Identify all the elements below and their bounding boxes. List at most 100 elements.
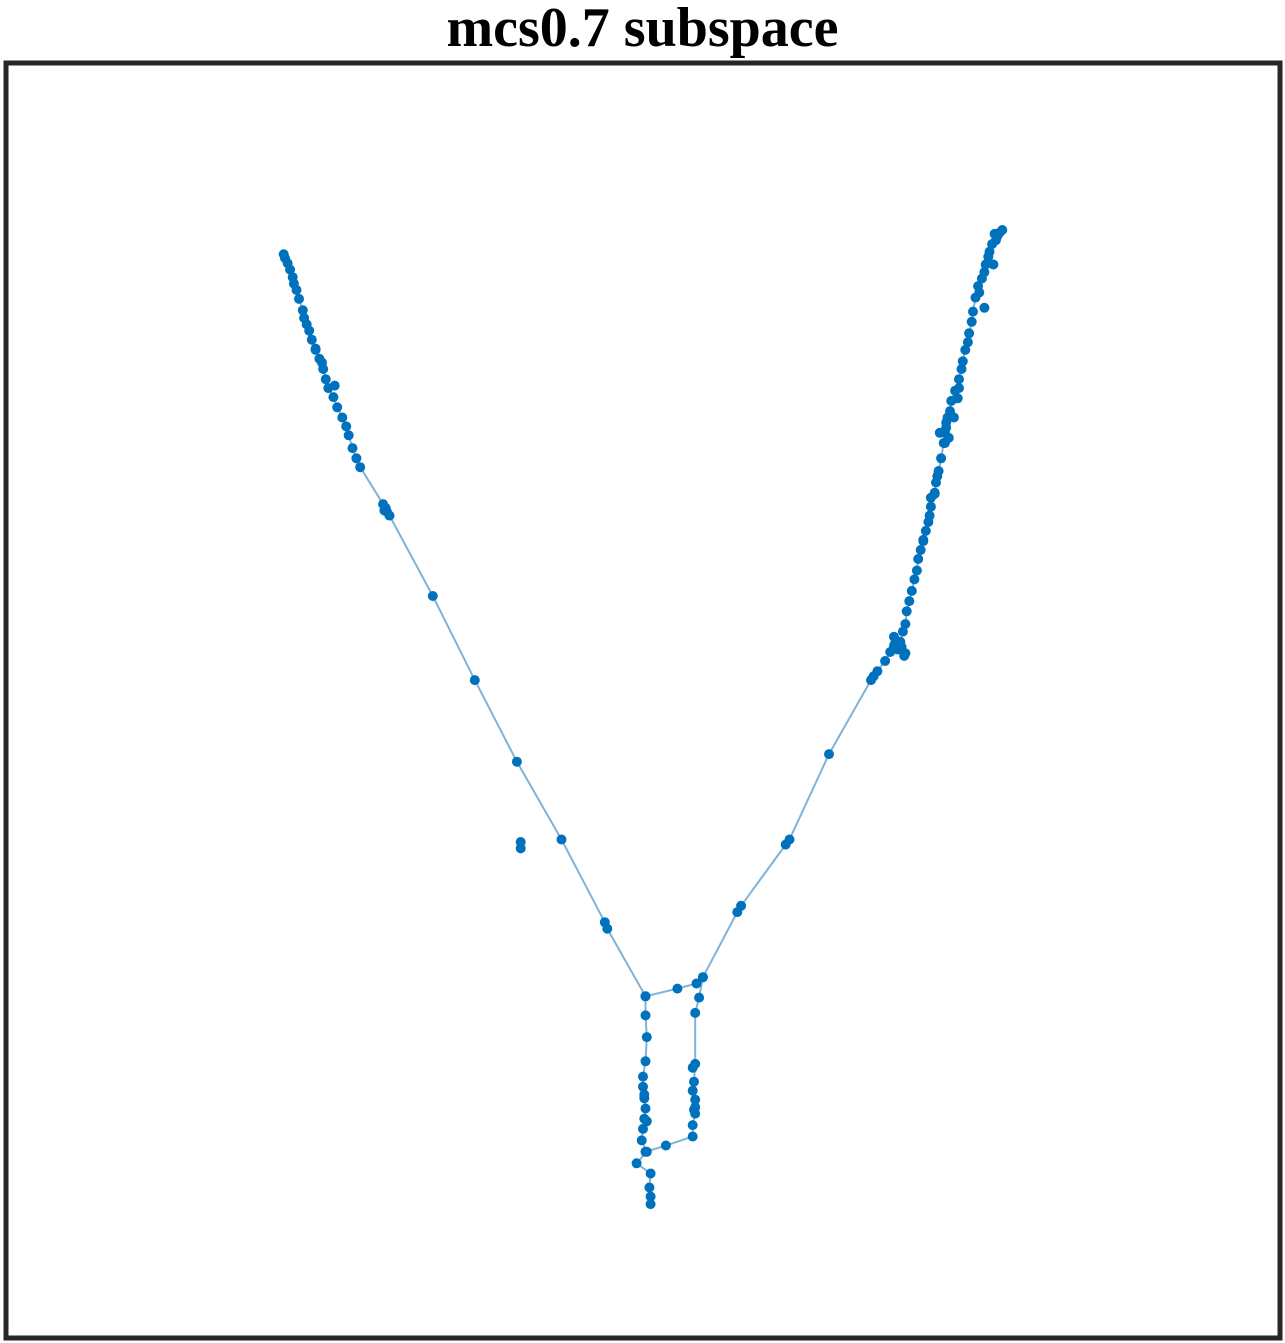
data-point [911, 565, 922, 576]
data-point [691, 978, 702, 989]
data-point [984, 246, 995, 257]
data-point [317, 357, 327, 368]
data-point [320, 374, 331, 385]
data-point [294, 293, 304, 304]
data-point [638, 1071, 648, 1082]
data-point [901, 606, 912, 617]
data-point [638, 1081, 648, 1092]
data-point [897, 626, 908, 637]
data-point [343, 430, 354, 441]
data-point [989, 228, 1000, 239]
data-point [915, 545, 926, 555]
data-point [645, 1191, 656, 1202]
data-point [974, 287, 985, 298]
chart-title: mcs0.7 subspace [446, 0, 839, 59]
data-point [379, 505, 390, 516]
data-point [979, 267, 990, 278]
data-point [602, 923, 613, 934]
data-point [966, 316, 977, 327]
data-point [909, 574, 920, 585]
data-point [640, 1103, 651, 1114]
data-point [427, 591, 438, 601]
data-point [285, 264, 296, 275]
plot-background [6, 63, 1280, 1338]
data-point [641, 1032, 652, 1043]
data-point [957, 356, 968, 367]
data-point [954, 383, 964, 394]
data-point [964, 328, 975, 339]
data-point [511, 756, 522, 767]
data-point [689, 1104, 699, 1115]
data-point [948, 412, 959, 423]
data-point [968, 306, 978, 317]
data-point [329, 380, 340, 391]
data-point [694, 992, 705, 1003]
data-point [690, 1007, 701, 1018]
data-point [687, 1120, 698, 1131]
data-point [328, 392, 339, 403]
data-point [868, 671, 879, 682]
data-point [941, 422, 952, 433]
data-point [697, 972, 708, 983]
data-point [904, 596, 915, 607]
data-point [672, 983, 683, 994]
data-point [690, 1094, 701, 1105]
data-point [631, 1158, 642, 1169]
data-point [784, 834, 795, 845]
data-point [736, 900, 747, 911]
data-point [641, 1116, 652, 1127]
data-point [515, 837, 526, 847]
data-point [640, 1146, 651, 1157]
data-point [347, 443, 358, 454]
data-point [638, 1123, 648, 1134]
data-point [645, 1199, 656, 1210]
data-point [639, 1089, 650, 1100]
data-point [337, 412, 348, 423]
data-point [925, 492, 936, 503]
data-points [278, 225, 1008, 1210]
data-point [291, 285, 302, 295]
data-point [920, 525, 931, 536]
data-point [332, 402, 343, 413]
data-point [988, 259, 999, 270]
data-point [687, 1062, 698, 1073]
data-point [900, 619, 911, 629]
data-point [936, 453, 947, 464]
data-point [932, 471, 943, 482]
data-point [687, 1131, 698, 1142]
data-point [880, 656, 891, 666]
data-point [556, 834, 567, 845]
data-point [980, 259, 991, 270]
data-point [918, 536, 929, 547]
data-point [952, 393, 963, 404]
data-point [925, 501, 936, 512]
data-point [689, 1076, 699, 1087]
data-point [640, 991, 651, 1002]
data-point [306, 334, 317, 345]
data-point [640, 1056, 651, 1067]
data-point [469, 675, 480, 686]
data-point [341, 421, 352, 432]
data-point [997, 225, 1008, 235]
data-point [304, 325, 315, 336]
data-point [895, 644, 906, 655]
data-point [954, 374, 964, 385]
data-point [310, 343, 321, 354]
data-point [913, 554, 924, 564]
data-point [644, 1182, 655, 1193]
plot-frame [3, 60, 1283, 1341]
data-point [943, 432, 954, 443]
data-point [355, 462, 366, 473]
data-point [645, 1168, 656, 1179]
data-point [962, 337, 973, 348]
data-point [824, 749, 834, 760]
data-point [979, 302, 990, 313]
data-point [956, 364, 967, 374]
data-point [906, 585, 917, 596]
data-point [924, 510, 935, 521]
data-point [960, 344, 971, 355]
data-point [640, 1010, 651, 1021]
data-point [351, 453, 362, 464]
data-point [636, 1135, 647, 1146]
